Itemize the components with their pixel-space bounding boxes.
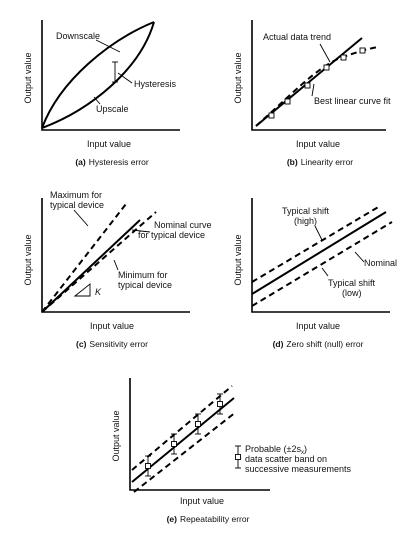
caption: (b) Linearity error <box>287 157 353 167</box>
y-axis-label: Output value <box>233 234 243 285</box>
upscale-leader <box>93 96 101 105</box>
scatter-band-marker <box>171 433 177 455</box>
best-fit-leader <box>311 83 315 97</box>
panel-hysteresis: Downscale Hysteresis Upscale Input value… <box>23 20 180 167</box>
legend-symbol <box>235 445 241 469</box>
caption: (e) Repeatability error <box>167 514 250 524</box>
data-point <box>304 82 311 89</box>
hysteresis-label: Hysteresis <box>134 79 177 89</box>
typical-shift-high-line <box>251 205 381 283</box>
nominal-label: Nominal <box>364 258 397 268</box>
data-point <box>359 47 366 54</box>
maximum-label: Maximum for typical device <box>50 190 104 210</box>
actual-data-trend-label: Actual data trend <box>263 32 331 42</box>
typical-shift-high-label: Typical shift (high) <box>282 206 330 226</box>
slope-triangle <box>73 283 91 297</box>
x-axis-label: Input value <box>296 321 340 331</box>
axes <box>41 20 180 131</box>
hysteresis-leader <box>117 72 133 84</box>
data-point <box>340 54 347 61</box>
lower-band-line <box>133 411 237 493</box>
panel-zero-shift: Typical shift (high) Nominal Typical shif… <box>233 198 397 349</box>
nominal-leader <box>131 229 151 233</box>
data-point <box>284 98 291 105</box>
nominal-line <box>131 397 235 483</box>
caption: (a) Hysteresis error <box>75 157 149 167</box>
minimum-label: Minimum for typical device <box>118 270 172 290</box>
typical-shift-low-line <box>251 221 393 307</box>
x-axis-label: Input value <box>87 139 131 149</box>
downscale-leader <box>95 39 121 53</box>
y-axis-label: Output value <box>233 52 243 103</box>
x-axis-label: Input value <box>296 139 340 149</box>
y-axis-label: Output value <box>23 52 33 103</box>
maximum-line <box>41 203 127 313</box>
upscale-label: Upscale <box>96 104 129 114</box>
nominal-line <box>251 211 387 295</box>
data-point <box>323 64 330 71</box>
downscale-label: Downscale <box>56 31 100 41</box>
scatter-band-marker <box>195 413 201 435</box>
slope-label: K <box>95 287 102 297</box>
panel-repeatability: Probable (±2sx) data scatter band on suc… <box>111 378 352 524</box>
axes <box>129 378 270 491</box>
axes <box>251 20 386 131</box>
actual-trend-leader <box>319 43 331 63</box>
caption: (d) Zero shift (null) error <box>273 339 364 349</box>
scatter-band-marker <box>145 455 151 477</box>
downscale-curve <box>41 21 155 129</box>
caption: (c) Sensitivity error <box>76 339 148 349</box>
y-axis-label: Output value <box>111 410 121 461</box>
minimum-line <box>41 211 157 313</box>
typical-shift-low-label: Typical shift (low) <box>328 278 376 298</box>
maximum-leader <box>73 209 89 227</box>
y-axis-label: Output value <box>23 234 33 285</box>
data-point <box>268 112 275 119</box>
scatter-band-marker <box>217 393 223 415</box>
panel-sensitivity: K Maximum for typical device Nominal curv… <box>23 190 212 349</box>
legend-text: Probable (±2sx) data scatter band on suc… <box>245 444 352 474</box>
upscale-curve <box>41 21 155 129</box>
axes <box>41 198 190 313</box>
nominal-leader <box>354 251 365 263</box>
x-axis-label: Input value <box>90 321 134 331</box>
best-linear-fit-label: Best linear curve fit <box>314 96 391 106</box>
panel-linearity: Actual data trend Best linear curve fit … <box>233 20 391 167</box>
minimum-leader <box>113 259 119 271</box>
x-axis-label: Input value <box>180 496 224 506</box>
low-leader <box>321 267 329 277</box>
axes <box>251 198 390 313</box>
nominal-label: Nominal curve for typical device <box>138 220 212 240</box>
high-leader <box>314 225 323 241</box>
